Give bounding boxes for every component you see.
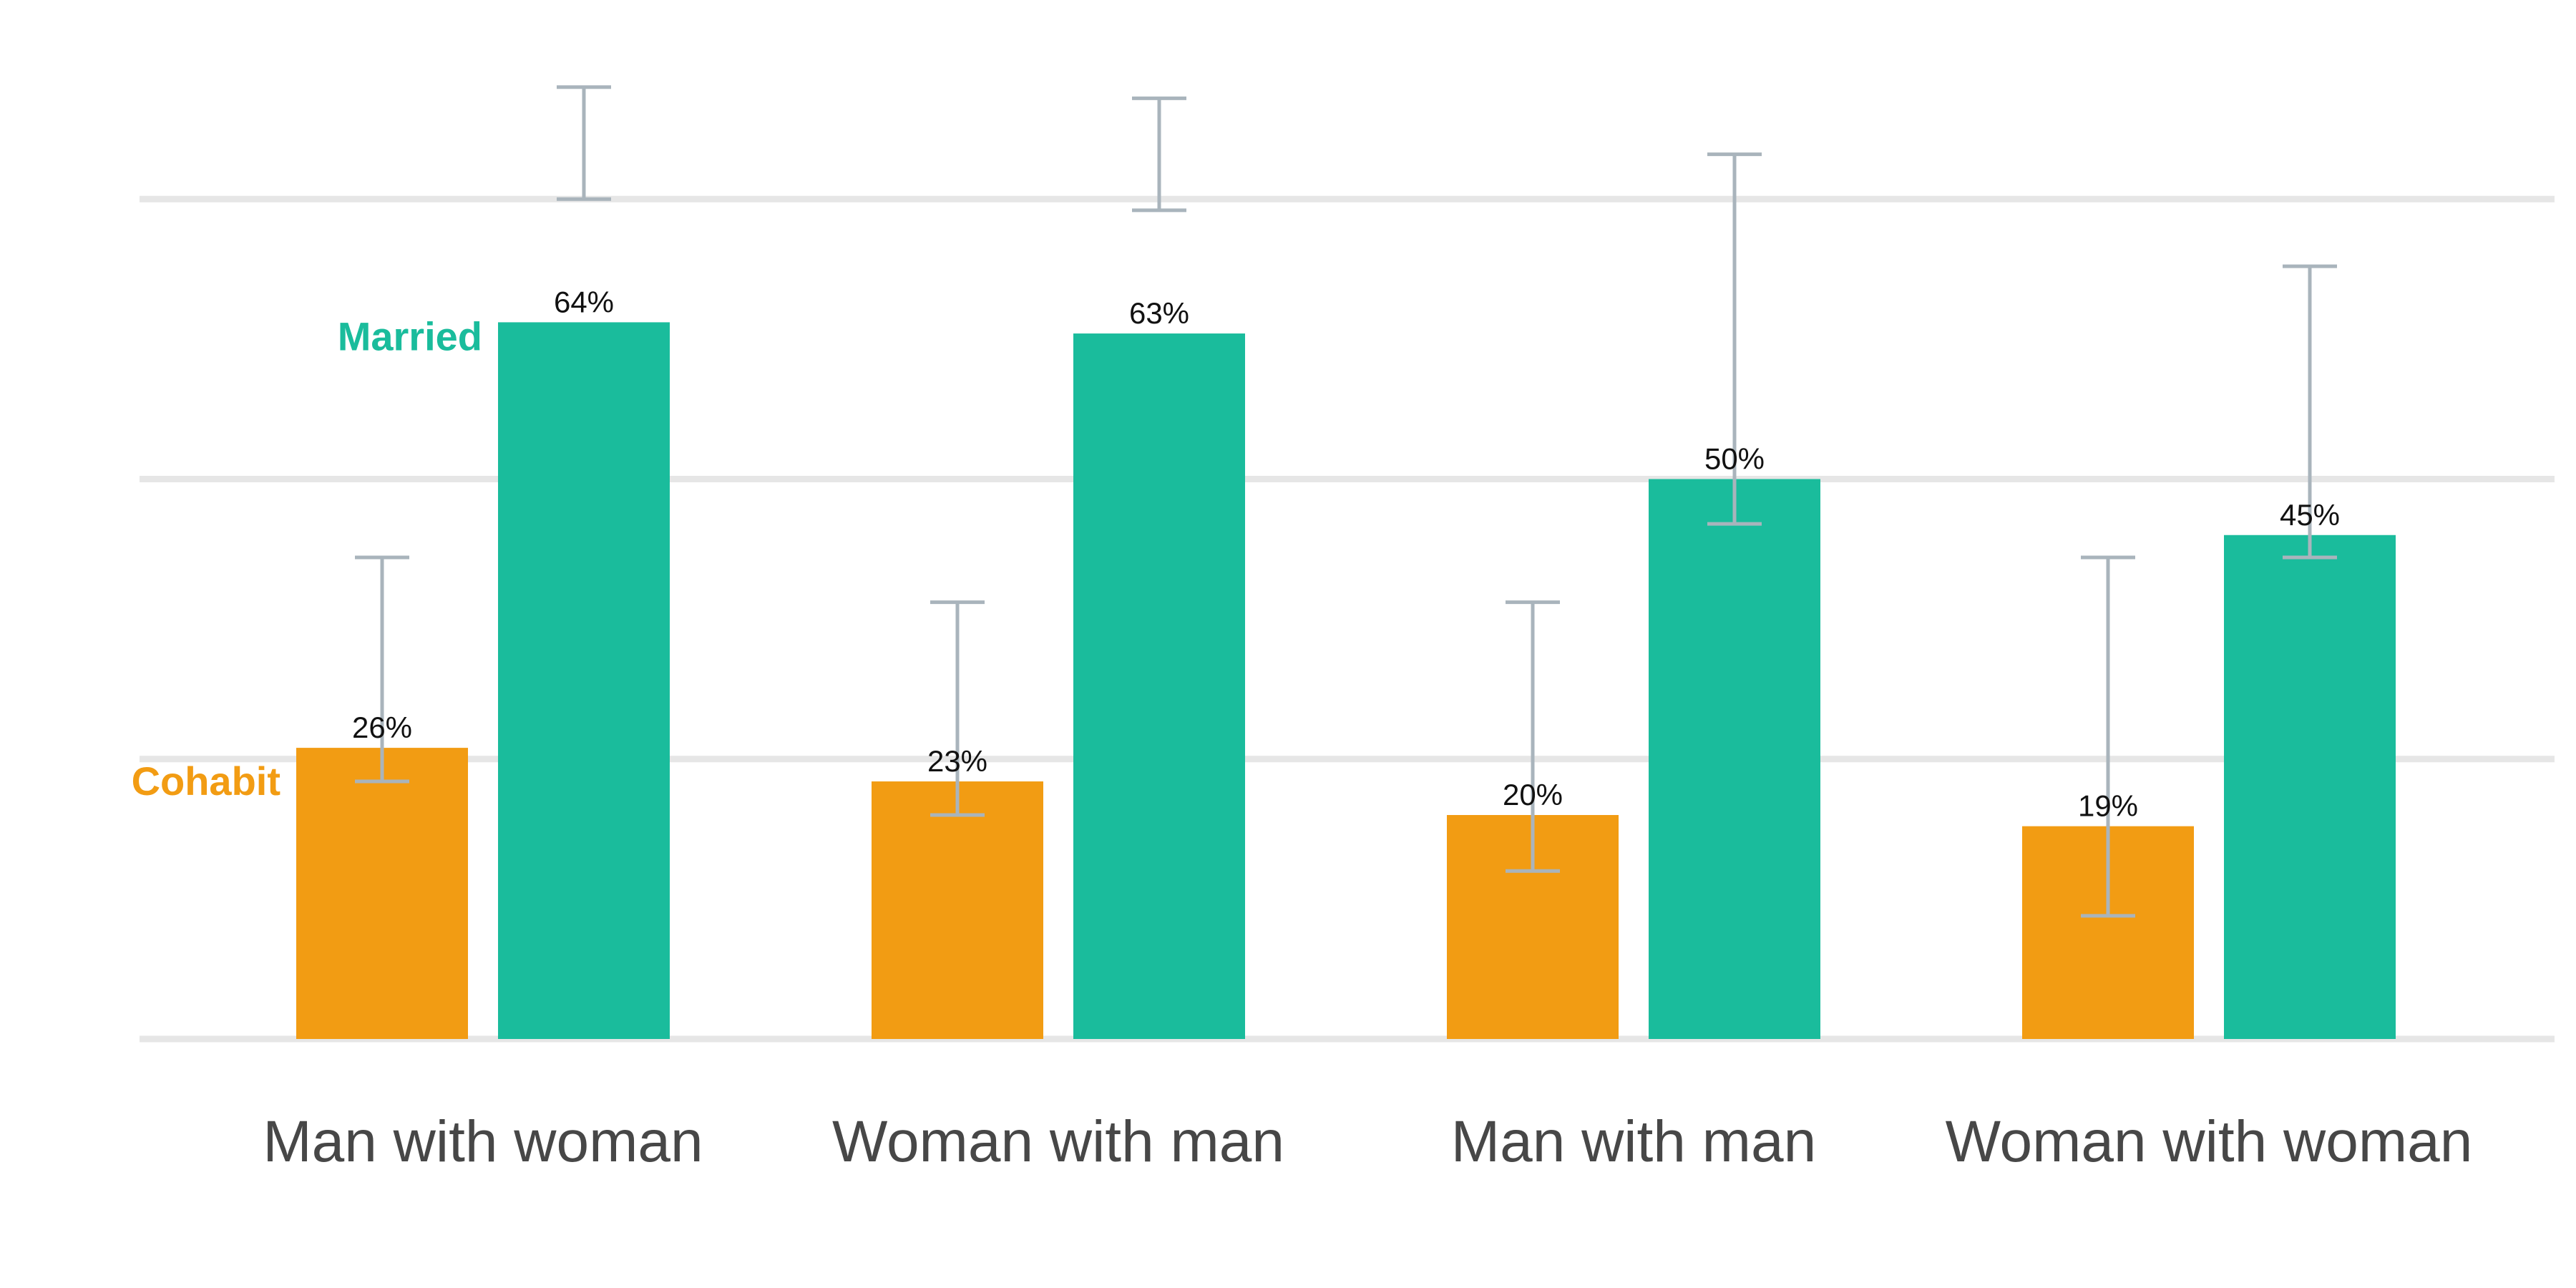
data-label-cohabit-1: 26%	[352, 711, 412, 744]
bar-cohabit-1	[296, 748, 468, 1039]
bars	[296, 322, 2396, 1039]
error-bars	[355, 85, 2337, 918]
series-labels: Cohabit Married	[132, 314, 482, 804]
data-label-married-2: 63%	[1129, 296, 1189, 330]
data-label-married-4: 45%	[2280, 498, 2340, 532]
error-bar-cohabit-2	[930, 600, 985, 817]
error-bar-cohabit-1	[355, 555, 409, 784]
bar-married-4	[2224, 535, 2396, 1039]
data-label-cohabit-2: 23%	[927, 744, 987, 778]
bar-married-1	[498, 322, 670, 1039]
category-label-1: Man with woman	[263, 1109, 703, 1174]
error-bar-cohabit-4	[2081, 555, 2135, 918]
error-bar-married-3	[1707, 152, 1762, 526]
bar-married-2	[1073, 333, 1245, 1039]
category-label-3: Man with man	[1451, 1109, 1816, 1174]
series-label-married: Married	[338, 314, 482, 359]
error-bar-married-4	[2283, 264, 2337, 560]
data-label-cohabit-3: 20%	[1503, 778, 1563, 811]
data-label-married-3: 50%	[1704, 442, 1765, 476]
category-label-2: Woman with man	[832, 1109, 1284, 1174]
error-bar-cohabit-3	[1506, 600, 1560, 873]
series-label-cohabit: Cohabit	[132, 758, 280, 804]
bar-married-3	[1649, 479, 1820, 1039]
category-labels: Man with woman Woman with man Man with man…	[263, 1109, 2472, 1174]
error-bar-married-1	[557, 85, 611, 201]
error-bar-married-2	[1132, 96, 1186, 213]
category-label-4: Woman with woman	[1946, 1109, 2473, 1174]
data-labels: 26% 64% 23% 63% 20% 50% 19% 45%	[352, 285, 2340, 822]
data-label-married-1: 64%	[554, 285, 614, 318]
bar-cohabit-2	[872, 781, 1043, 1039]
data-label-cohabit-4: 19%	[2078, 789, 2138, 823]
